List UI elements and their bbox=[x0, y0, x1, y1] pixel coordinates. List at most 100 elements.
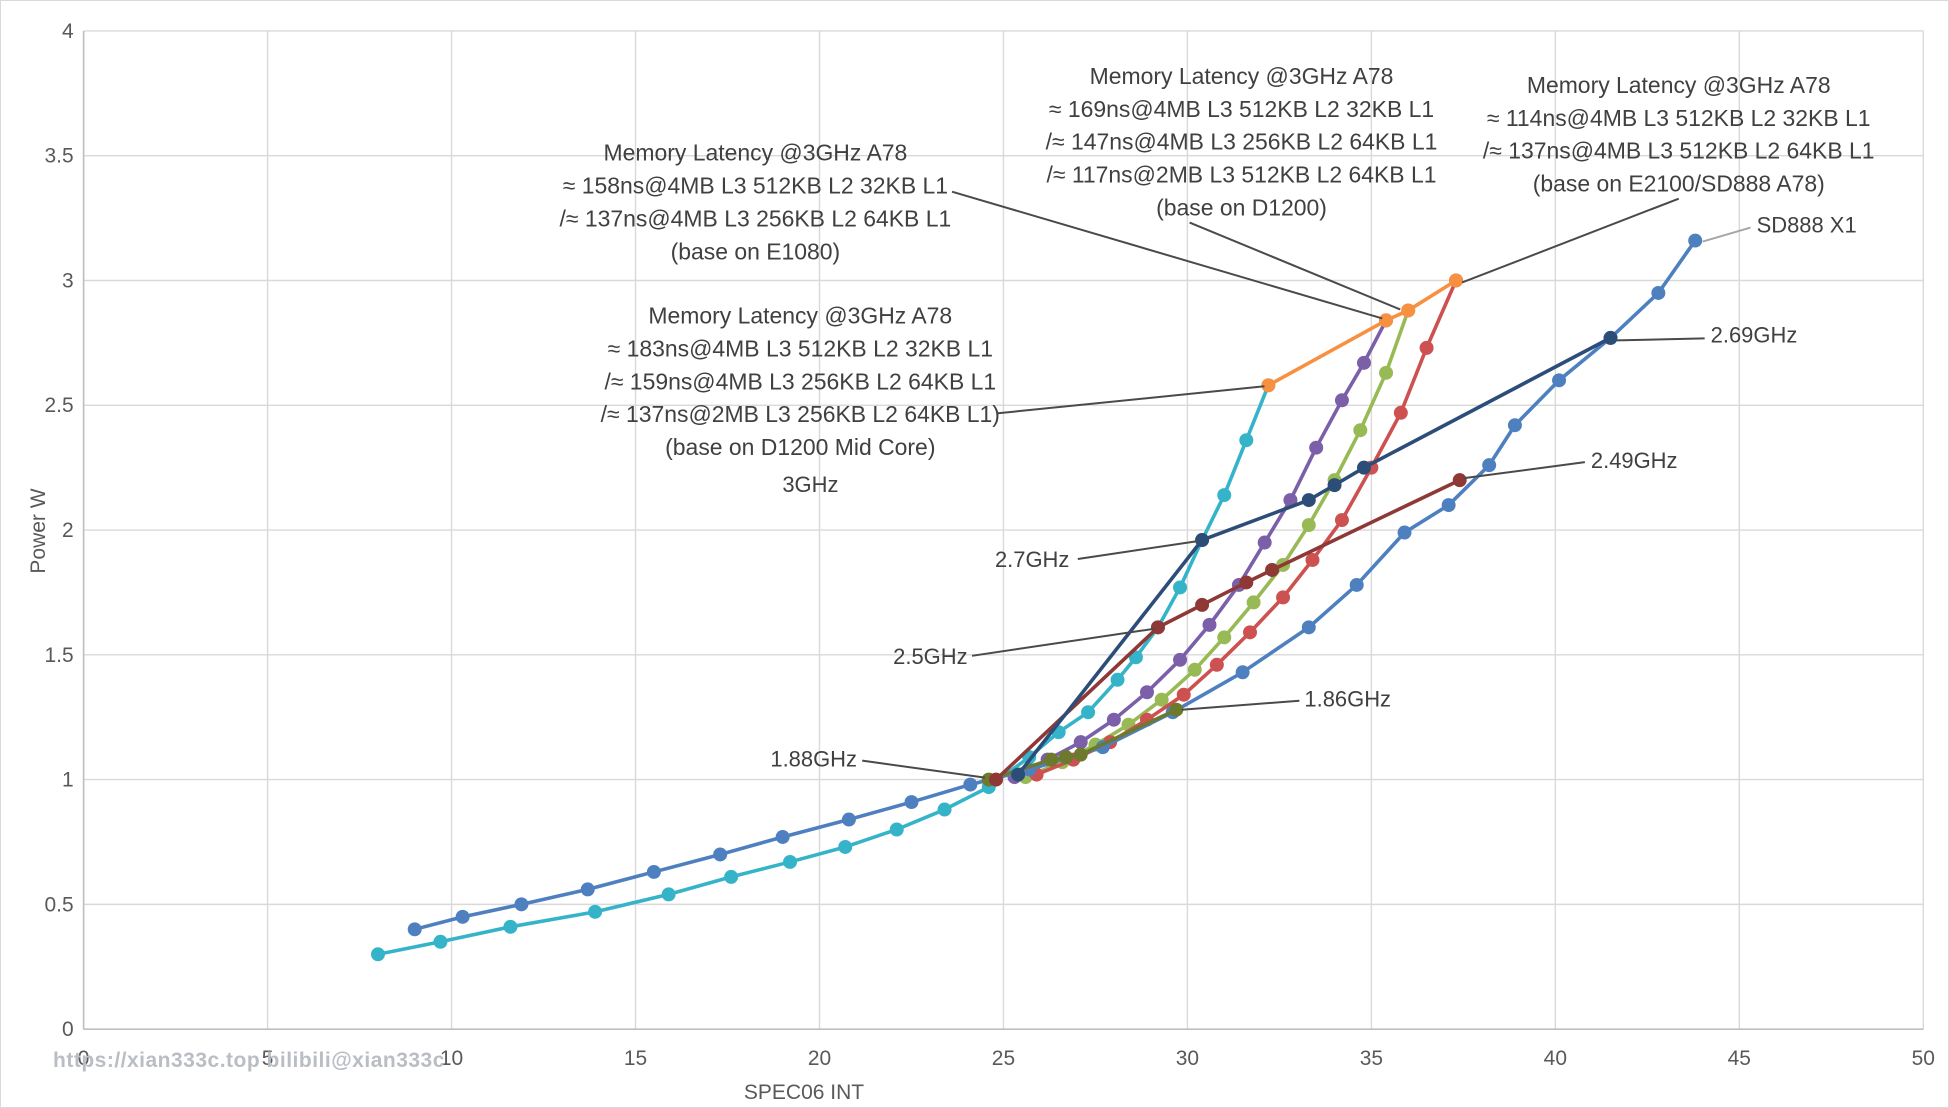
data-point bbox=[1073, 747, 1088, 762]
data-point bbox=[433, 934, 448, 949]
data-point bbox=[1651, 285, 1666, 300]
ann-d1200-mid-line: (base on D1200 Mid Core) bbox=[665, 434, 935, 460]
label-2.5ghz: 2.5GHz bbox=[893, 627, 1154, 669]
ann-d1200-line: ≈ 169ns@4MB L3 512KB L2 32KB L1 bbox=[1049, 96, 1434, 122]
label-2.7ghz-leader-line bbox=[1077, 540, 1199, 560]
ann-e2100-sd888-line: (base on E2100/SD888 A78) bbox=[1533, 171, 1825, 197]
data-point bbox=[838, 839, 853, 854]
y-tick-label: 2.5 bbox=[44, 394, 73, 417]
y-tick-label: 1.5 bbox=[44, 644, 73, 667]
data-point bbox=[724, 869, 739, 884]
series-line-a78-d1200-mid-core bbox=[376, 383, 1271, 957]
data-point bbox=[407, 922, 422, 937]
series-line-iso-3ghz bbox=[1266, 278, 1458, 388]
data-point bbox=[1393, 405, 1408, 420]
x-tick-label: 25 bbox=[992, 1047, 1015, 1070]
label-3ghz-text: 3GHz bbox=[782, 472, 838, 497]
series-line-iso-2.5ghz bbox=[994, 478, 1462, 782]
data-point bbox=[1334, 393, 1349, 408]
data-point bbox=[1507, 418, 1522, 433]
data-point bbox=[1217, 630, 1232, 645]
data-point bbox=[889, 822, 904, 837]
series-iso-2.5ghz bbox=[989, 473, 1467, 787]
label-2.49ghz-leader-line bbox=[1463, 461, 1586, 480]
series-iso-3ghz bbox=[1261, 273, 1464, 393]
data-point bbox=[1110, 672, 1125, 687]
ann-d1200-line: (base on D1200) bbox=[1156, 195, 1327, 221]
data-point bbox=[1353, 423, 1368, 438]
data-point bbox=[989, 772, 1004, 787]
ann-e1080-line: Memory Latency @3GHz A78 bbox=[604, 140, 908, 166]
y-tick-label: 4 bbox=[62, 20, 74, 43]
data-point bbox=[661, 887, 676, 902]
ann-e1080-line: (base on E1080) bbox=[671, 239, 841, 265]
y-tick-label: 0.5 bbox=[44, 893, 73, 916]
label-1.88ghz-text: 1.88GHz bbox=[770, 747, 857, 772]
ann-d1200: Memory Latency @3GHz A78 ≈ 169ns@4MB L3 5… bbox=[1046, 63, 1437, 311]
data-point bbox=[1327, 478, 1342, 493]
y-tick-label: 1 bbox=[62, 769, 74, 792]
data-point bbox=[1154, 692, 1169, 707]
ann-d1200-leader-line bbox=[1189, 221, 1401, 311]
ann-d1200-mid-line: /≈ 137ns@2MB L3 256KB L2 64KB L1) bbox=[601, 401, 1000, 427]
data-point bbox=[1419, 340, 1434, 355]
data-point bbox=[1301, 620, 1316, 635]
y-tick-label: 3 bbox=[62, 269, 74, 292]
ann-e2100-sd888-line: ≈ 114ns@4MB L3 512KB L2 32KB L1 bbox=[1487, 105, 1871, 131]
data-point bbox=[1357, 460, 1371, 475]
data-point bbox=[1195, 597, 1210, 612]
data-point bbox=[1246, 595, 1261, 610]
ann-d1200-line: Memory Latency @3GHz A78 bbox=[1090, 63, 1394, 89]
data-point bbox=[1349, 577, 1364, 592]
x-tick-label: 10 bbox=[440, 1047, 463, 1070]
label-2.7ghz: 2.7GHz bbox=[995, 540, 1199, 572]
data-point bbox=[1301, 518, 1316, 533]
data-point bbox=[1073, 735, 1088, 750]
label-1.86ghz-text: 1.86GHz bbox=[1304, 687, 1391, 712]
label-1.86ghz-leader-line bbox=[1181, 699, 1300, 711]
x-tick-label: 5 bbox=[262, 1047, 274, 1070]
data-point bbox=[580, 882, 595, 897]
ann-d1200-mid-line: ≈ 183ns@4MB L3 512KB L2 32KB L1 bbox=[608, 335, 993, 361]
ann-d1200-line: /≈ 117ns@2MB L3 512KB L2 64KB L1 bbox=[1047, 162, 1437, 188]
data-point bbox=[1173, 580, 1188, 595]
data-point bbox=[1688, 233, 1703, 248]
data-point bbox=[1239, 575, 1254, 590]
data-point bbox=[1603, 330, 1618, 345]
label-1.86ghz: 1.86GHz bbox=[1181, 687, 1391, 712]
x-tick-label: 35 bbox=[1360, 1047, 1383, 1070]
data-point bbox=[1106, 712, 1121, 727]
data-point bbox=[1169, 702, 1184, 717]
ann-d1200-mid-leader-line bbox=[997, 385, 1265, 415]
x-tick-label: 30 bbox=[1176, 1047, 1199, 1070]
ann-d1200-mid-line: Memory Latency @3GHz A78 bbox=[648, 302, 952, 328]
data-point bbox=[1044, 752, 1059, 767]
data-point bbox=[1357, 355, 1371, 370]
label-2.7ghz-text: 2.7GHz bbox=[995, 547, 1069, 572]
data-point bbox=[1011, 767, 1026, 782]
ann-e1080: Memory Latency @3GHz A78 ≈ 158ns@4MB L3 5… bbox=[560, 140, 1383, 320]
series-line-iso-2.7ghz bbox=[1016, 336, 1613, 777]
data-point bbox=[1195, 533, 1210, 548]
y-axis-title: Power W bbox=[27, 488, 50, 574]
data-point bbox=[1176, 687, 1191, 702]
data-point bbox=[963, 777, 978, 792]
y-tick-label: 2 bbox=[62, 519, 74, 542]
x-tick-label: 20 bbox=[808, 1047, 831, 1070]
label-2.69ghz-leader-line bbox=[1616, 337, 1705, 342]
data-point bbox=[1283, 493, 1298, 508]
data-point bbox=[1081, 705, 1096, 720]
ann-d1200-mid: Memory Latency @3GHz A78 ≈ 183ns@4MB L3 5… bbox=[601, 302, 1265, 460]
label-sd888-x1-text: SD888 X1 bbox=[1757, 213, 1857, 238]
data-point bbox=[370, 947, 385, 962]
data-point bbox=[1243, 625, 1257, 640]
data-point bbox=[1401, 303, 1416, 318]
tick-labels: 0 5 10 15 20 25 30 35 40 45 50 0 0.5 1 1.5 2 2.5 3 3.5 4 bbox=[44, 20, 1934, 1070]
label-2.49ghz: 2.49GHz bbox=[1463, 448, 1678, 480]
data-point bbox=[1452, 473, 1467, 488]
data-point bbox=[1482, 458, 1497, 473]
x-tick-label: 0 bbox=[78, 1047, 90, 1070]
data-point bbox=[1235, 665, 1250, 680]
